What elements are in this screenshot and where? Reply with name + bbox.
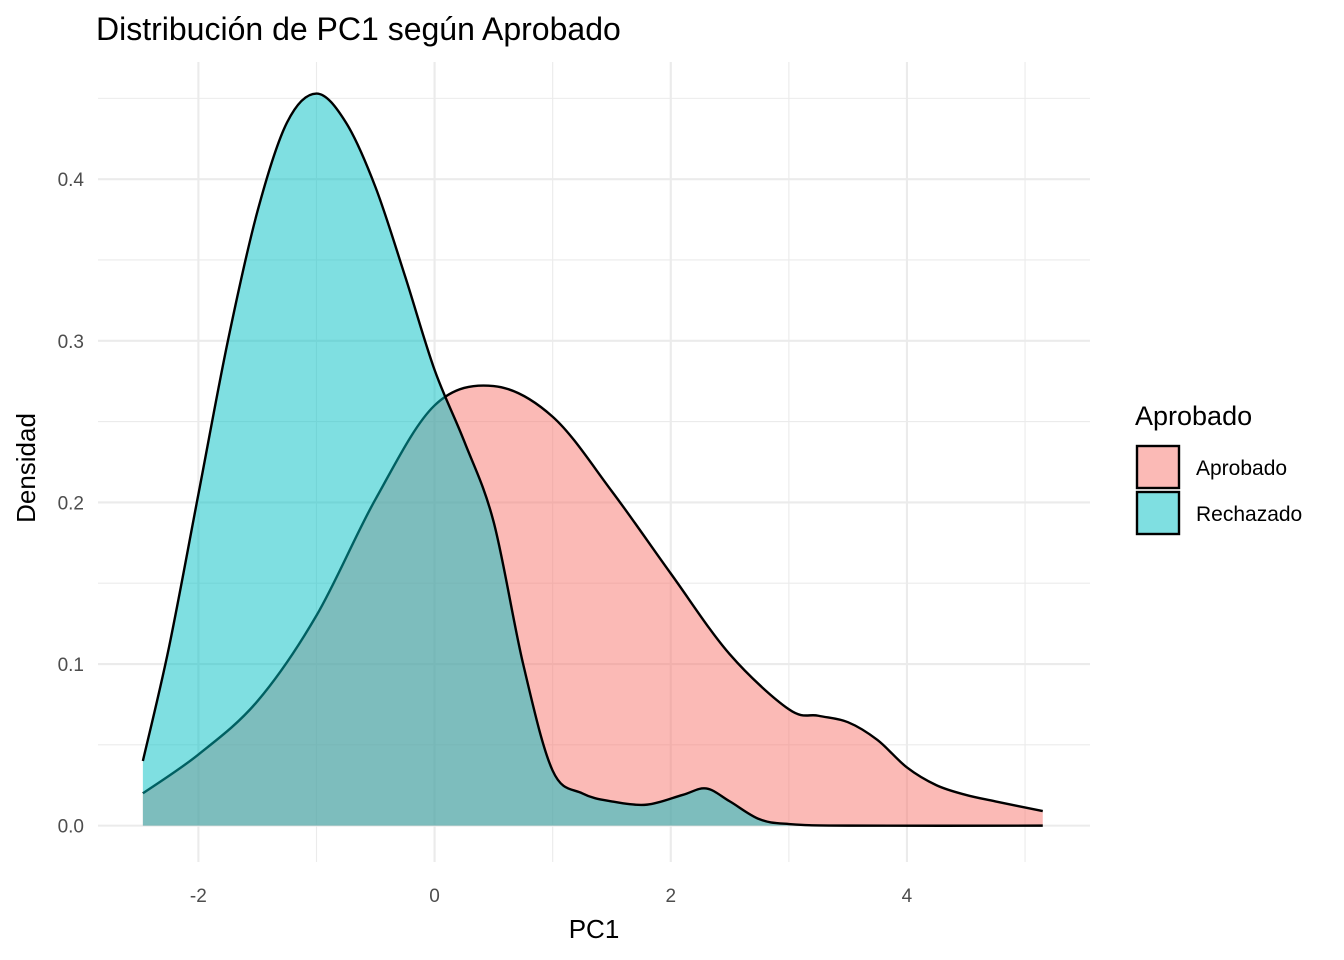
y-tick-label: 0.2 bbox=[58, 493, 84, 514]
x-tick-label: -2 bbox=[190, 886, 207, 907]
density-area-rechazado bbox=[142, 93, 1043, 826]
y-tick-label: 0.1 bbox=[58, 655, 84, 676]
y-tick-label: 0.0 bbox=[58, 817, 84, 838]
density-line-rechazado bbox=[141, 92, 1043, 827]
legend-items: Aprobado Rechazado bbox=[1135, 444, 1302, 536]
chart-title: Distribución de PC1 según Aprobado bbox=[96, 11, 621, 47]
y-axis-title: Densidad bbox=[11, 413, 41, 523]
x-axis-ticks: -2 0 2 4 bbox=[190, 886, 913, 907]
legend-label-aprobado: Aprobado bbox=[1196, 457, 1287, 480]
legend-key-rechazado bbox=[1135, 490, 1181, 536]
x-axis-title: PC1 bbox=[569, 914, 620, 944]
y-tick-label: 0.4 bbox=[58, 170, 85, 191]
y-axis-ticks: 0.0 0.1 0.2 0.3 0.4 bbox=[58, 170, 85, 837]
legend-label-rechazado: Rechazado bbox=[1196, 503, 1302, 526]
legend-title: Aprobado bbox=[1135, 401, 1252, 431]
y-tick-label: 0.3 bbox=[58, 332, 84, 353]
legend: Aprobado Aprobado Rechazado bbox=[1135, 401, 1302, 536]
x-tick-label: 4 bbox=[902, 886, 913, 907]
x-tick-label: 2 bbox=[665, 886, 676, 907]
density-areas bbox=[141, 92, 1044, 827]
x-tick-label: 0 bbox=[429, 886, 440, 907]
legend-key-aprobado bbox=[1135, 444, 1181, 490]
